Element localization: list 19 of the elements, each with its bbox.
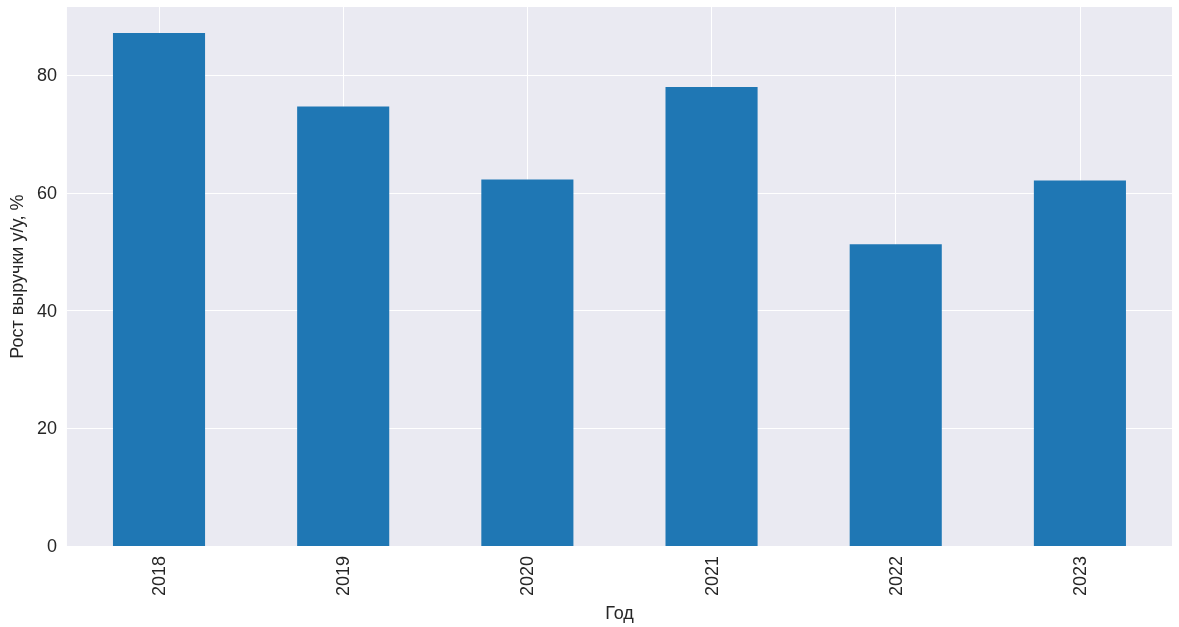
y-tick-label: 80 — [36, 65, 57, 86]
bar — [1033, 180, 1126, 547]
x-tick-label: 2021 — [701, 556, 722, 597]
x-tick-label: 2022 — [885, 556, 906, 597]
y-tick-label: 20 — [36, 418, 57, 439]
bar — [849, 244, 942, 547]
bar — [481, 179, 574, 547]
bar — [297, 106, 390, 547]
y-tick-label: 40 — [36, 300, 57, 321]
x-tick-label: 2023 — [1069, 556, 1090, 597]
x-axis-title: Год — [605, 603, 635, 623]
y-axis-title: Рост выручки у/у, % — [7, 194, 27, 359]
x-tick-label: 2019 — [333, 556, 354, 597]
y-tick-label: 0 — [46, 536, 57, 557]
x-tick-label: 2018 — [149, 556, 170, 597]
x-tick-label: 2020 — [517, 556, 538, 597]
bar — [112, 32, 206, 547]
y-tick-label: 60 — [36, 182, 57, 203]
bar — [665, 87, 758, 547]
